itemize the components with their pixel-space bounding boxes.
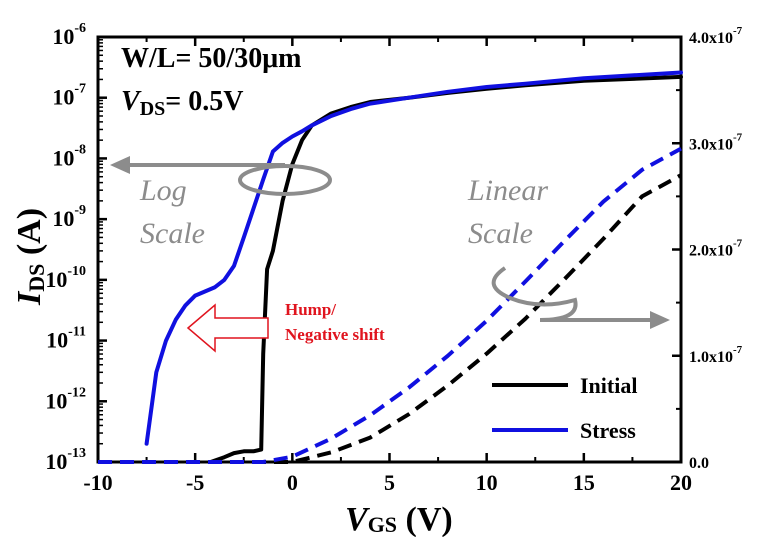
y-left-tick-label: 10-6 xyxy=(52,21,86,49)
log-loop xyxy=(238,164,332,196)
hump-label-1: Hump/ xyxy=(285,300,336,319)
log-scale-annotation: Log Scale xyxy=(110,156,332,250)
y-left-tick-label: 10-9 xyxy=(52,203,86,231)
series-initial-log xyxy=(208,74,683,464)
series-group xyxy=(98,70,683,464)
x-tick-label: 5 xyxy=(384,470,395,495)
hump-label-2: Negative shift xyxy=(285,325,385,344)
y-right-tick-label: 2.0x10-7 xyxy=(689,238,743,260)
series-stress-log xyxy=(144,70,683,446)
linear-loop xyxy=(491,266,578,322)
legend-label-initial: Initial xyxy=(580,373,637,398)
x-tick-label: -5 xyxy=(186,470,204,495)
y-left-tick-label: 10-11 xyxy=(46,325,86,353)
x-axis-title: VGS (V) xyxy=(345,501,453,537)
log-label-1: Log xyxy=(139,174,187,207)
series-initial-linear xyxy=(98,173,682,464)
x-tick-label: 0 xyxy=(287,470,298,495)
spec-vds: VDS= 0.5V xyxy=(121,86,243,120)
y-axis-title: IDS (A) xyxy=(11,208,49,306)
spec-wl: W/L= 50/30μm xyxy=(121,43,301,74)
y-right-tick-label: 0.0 xyxy=(689,455,709,472)
y-left-tick-label: 10-12 xyxy=(45,385,86,413)
axis-ticks xyxy=(96,35,683,464)
log-arrow-head xyxy=(110,156,130,174)
legend: Initial Stress xyxy=(492,373,637,443)
hump-annotation: Hump/ Negative shift xyxy=(186,300,385,353)
y-left-tick-label: 10-7 xyxy=(52,82,86,110)
y-left-tick-label: 10-13 xyxy=(45,446,86,474)
y-left-tick-label: 10-10 xyxy=(45,264,86,292)
x-tick-label: 15 xyxy=(573,470,595,495)
log-label-2: Scale xyxy=(140,217,205,250)
tick-labels: -10 -5 0 5 10 15 20 10-6 10-7 10-8 10-9 10-10 10-11 1… xyxy=(45,21,742,495)
y-left-tick-label: 10-8 xyxy=(52,142,86,170)
linear-label-2: Scale xyxy=(468,217,533,250)
y-right-tick-label: 4.0x10-7 xyxy=(689,25,743,47)
linear-label-1: Linear xyxy=(467,174,548,207)
y-right-tick-label: 3.0x10-7 xyxy=(689,131,743,153)
series-stress-linear xyxy=(98,146,682,464)
x-tick-label: 20 xyxy=(670,470,692,495)
hump-arrow xyxy=(186,303,269,353)
y-right-tick-label: 1.0x10-7 xyxy=(689,344,743,366)
legend-label-stress: Stress xyxy=(580,418,636,443)
linear-arrow-head xyxy=(650,311,670,329)
linear-scale-annotation: Linear Scale xyxy=(467,174,670,329)
x-tick-label: 10 xyxy=(476,470,498,495)
x-tick-label: -10 xyxy=(83,470,112,495)
